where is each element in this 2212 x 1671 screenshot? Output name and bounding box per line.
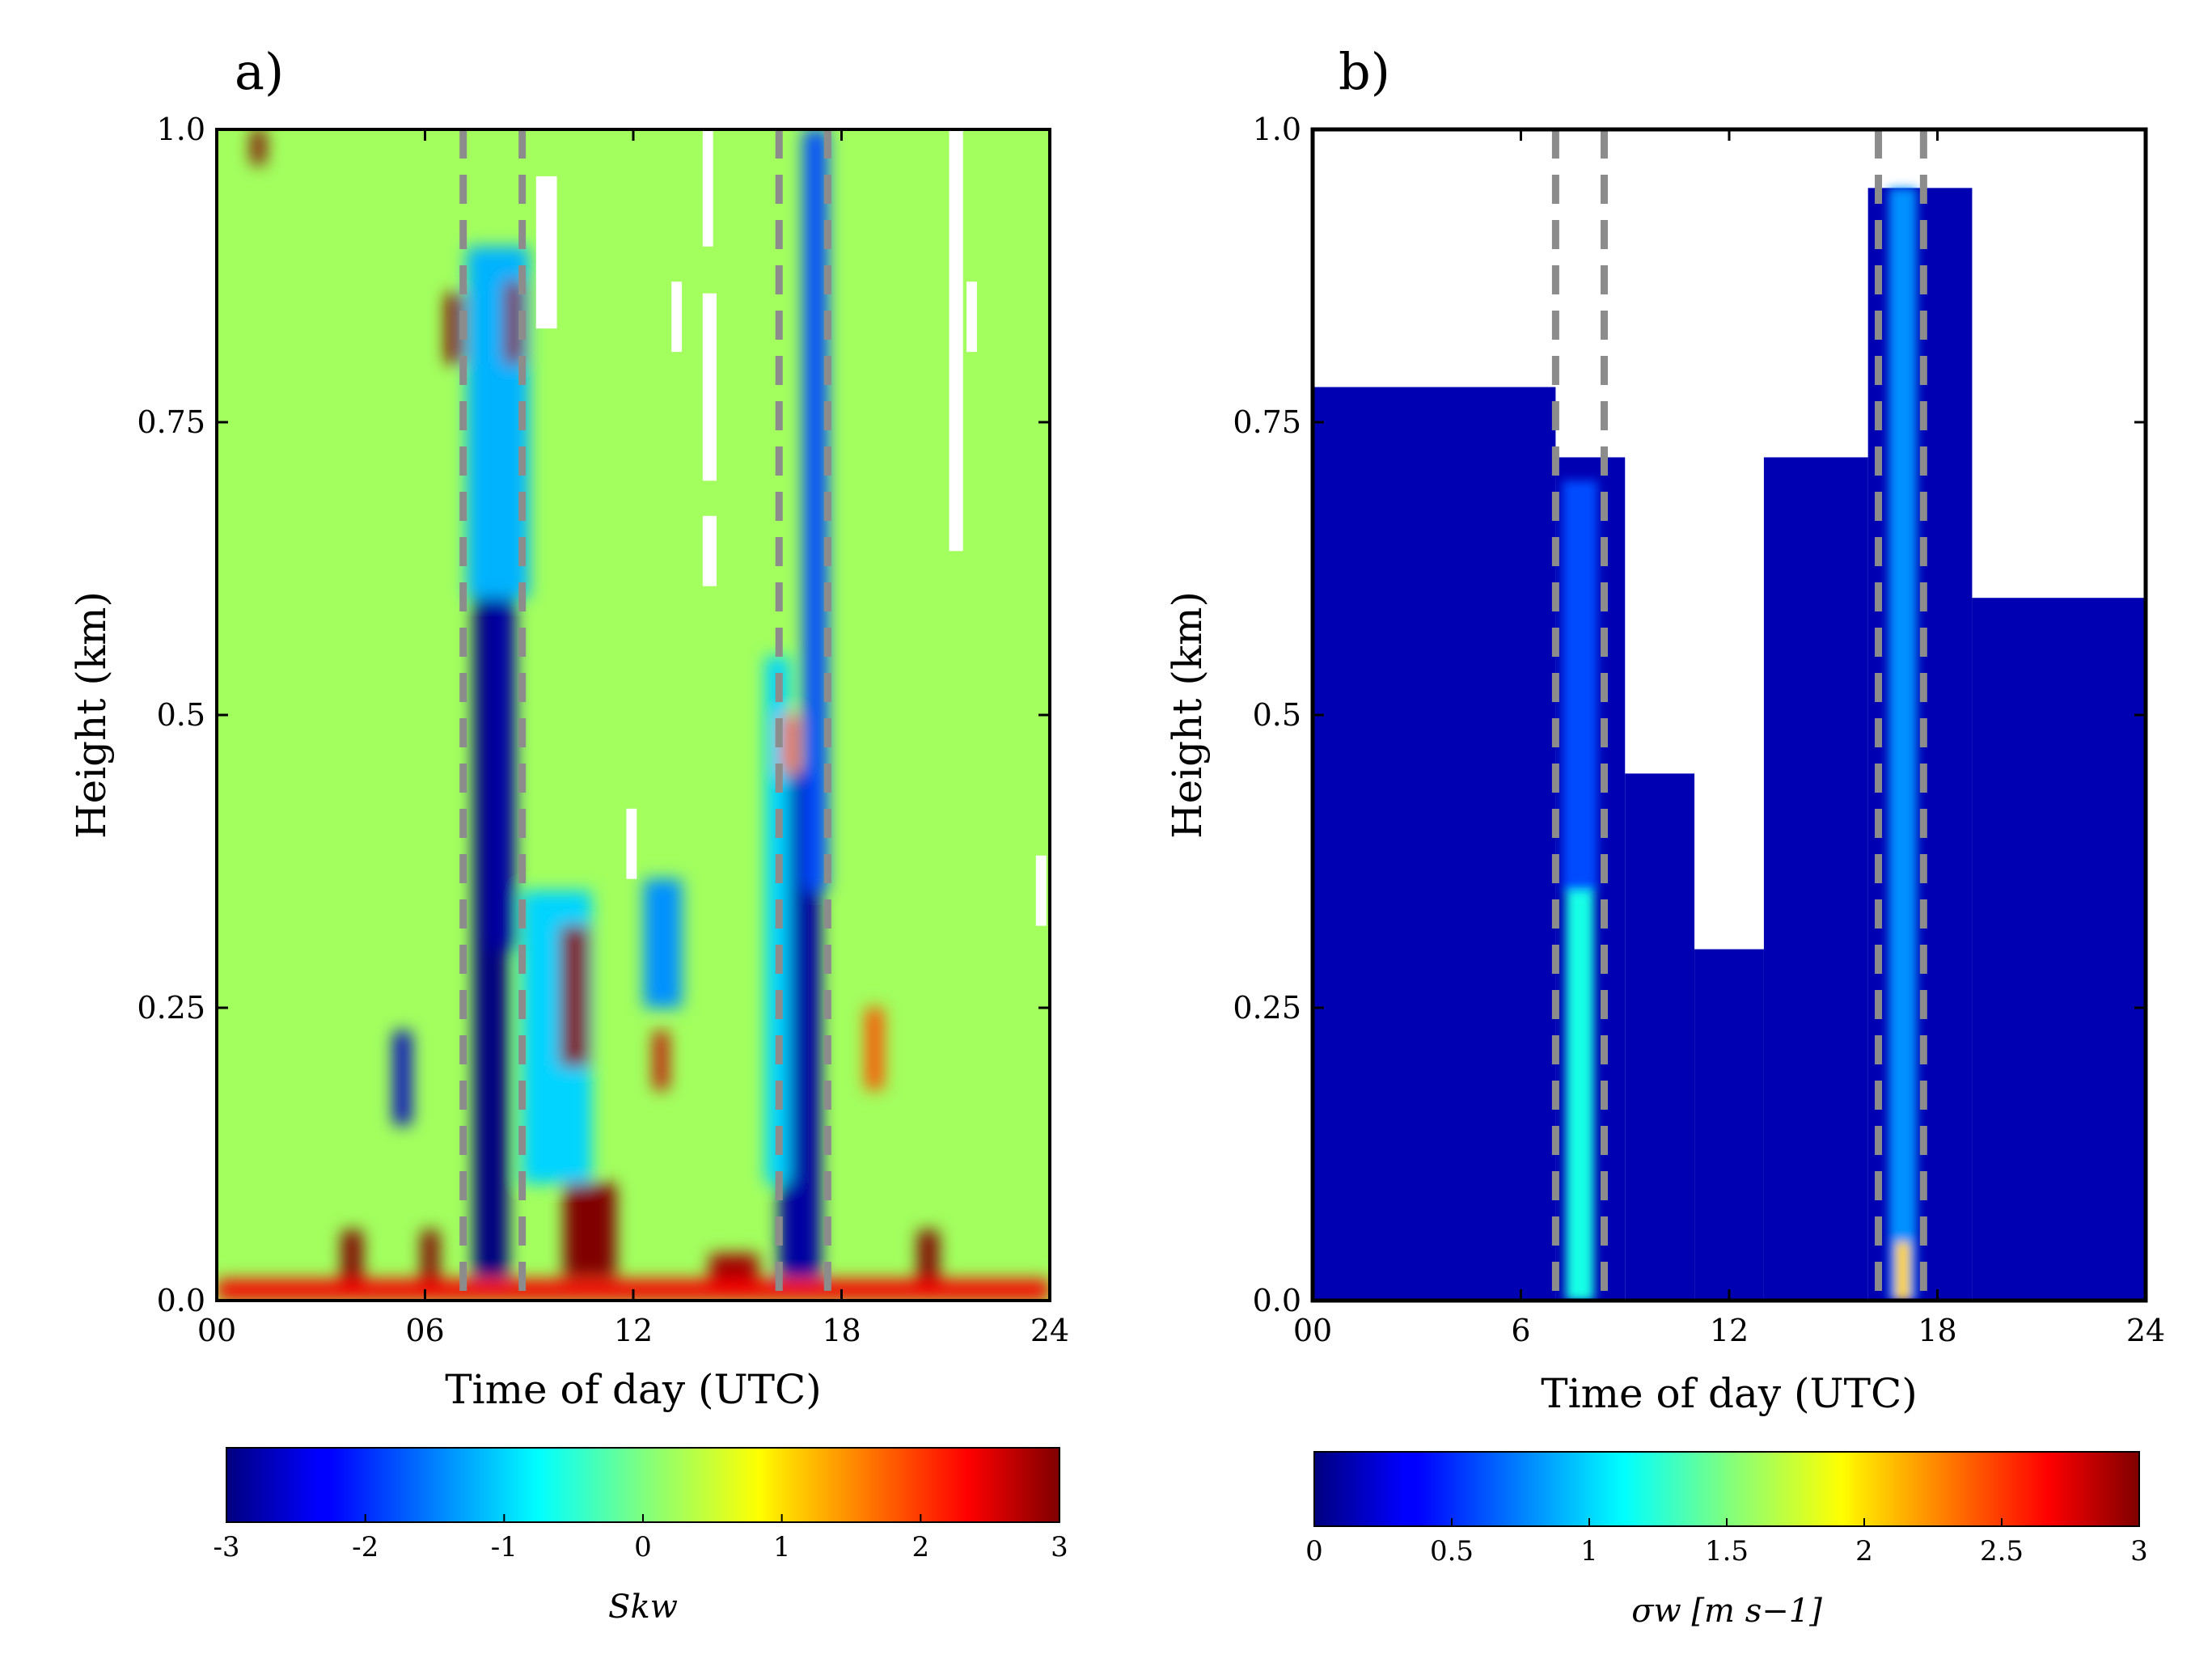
heatmap-cell-3 [1888, 188, 1917, 1301]
colorbar-a [226, 1447, 1060, 1523]
x-tick-label-2: 12 [1710, 1313, 1749, 1348]
x-tick-label-0: 00 [1293, 1313, 1332, 1348]
missing-block-0 [535, 176, 557, 329]
x-tick-label-4: 24 [1030, 1313, 1069, 1348]
y-tick-label-0: 0.0 [157, 1283, 205, 1318]
heatmap-cell-10 [505, 281, 522, 364]
heatmap-cell-12 [564, 1183, 616, 1278]
colorbar-tick-label-4: 1 [773, 1531, 791, 1563]
x-tick-label-1: 6 [1511, 1313, 1530, 1348]
heatmap-cell-8 [643, 878, 683, 1008]
colorbar-tick-label-2: -1 [491, 1531, 518, 1563]
heatmap-cell-13 [653, 1030, 668, 1090]
colorbar-tick-label-0: -3 [213, 1531, 239, 1563]
y-tick-label-4: 1.0 [157, 112, 205, 147]
heatmap-cell-4 [1896, 1242, 1910, 1301]
missing-block-1 [702, 129, 713, 247]
colorbar-tick-label-2: 1 [1580, 1535, 1598, 1567]
missing-block-7 [626, 808, 637, 879]
colorbar-b-label: σw [m s−1] [1631, 1593, 1822, 1630]
x-tick-label-3: 18 [1918, 1313, 1956, 1348]
heatmap-cell-20 [865, 1008, 883, 1090]
missing-block-6 [966, 281, 977, 353]
heatmap-cell-19 [782, 715, 797, 774]
heatmap-a-background [217, 129, 1050, 1301]
heatmap-cell-15 [421, 1230, 439, 1289]
y-tick-label-3: 0.75 [1233, 404, 1301, 440]
missing-block-3 [702, 515, 717, 586]
colorbar-tick-label-5: 2.5 [1980, 1535, 2024, 1567]
y-tick-label-1: 0.25 [1233, 990, 1301, 1026]
heatmap-a [217, 129, 1050, 1301]
x-tick-label-4: 24 [2126, 1313, 2165, 1348]
coverage-segment-3 [1694, 949, 1764, 1301]
colorbar-tick-label-3: 1.5 [1705, 1535, 1749, 1567]
x-tick-label-3: 18 [822, 1313, 861, 1348]
heatmap-cell-2 [1563, 480, 1597, 891]
axes-a-xlabel: Time of day (UTC) [445, 1366, 821, 1413]
colorbar-a-label: Skw [608, 1589, 678, 1626]
colorbar-tick-label-6: 3 [1051, 1531, 1068, 1563]
colorbar-tick-label-1: 0.5 [1430, 1535, 1474, 1567]
axes-b-xlabel: Time of day (UTC) [1541, 1370, 1917, 1417]
coverage-segment-0 [1313, 387, 1556, 1301]
x-tick-label-1: 06 [405, 1313, 444, 1348]
missing-block-4 [671, 281, 683, 353]
y-tick-label-2: 0.5 [157, 697, 205, 733]
y-tick-label-0: 0.0 [1253, 1283, 1301, 1318]
colorbar-b [1313, 1451, 2140, 1527]
axes-a-ylabel: Height (km) [68, 591, 115, 839]
y-tick-label-2: 0.5 [1253, 697, 1301, 733]
coverage-segment-4 [1763, 457, 1868, 1301]
y-tick-label-1: 0.25 [137, 990, 205, 1026]
heatmap-cell-4 [803, 129, 828, 891]
coverage-segment-6 [1972, 598, 2146, 1301]
x-tick-label-2: 12 [614, 1313, 653, 1348]
missing-block-2 [702, 293, 717, 481]
heatmap-b-dashed-lines [1551, 129, 1927, 1301]
axes-b-ticks: 00 6 12 18 24 0.0 0.25 0.5 0.75 1.0 [1233, 112, 2165, 1348]
colorbar-tick-label-6: 3 [2130, 1535, 2148, 1567]
colorbar-tick-label-0: 0 [1305, 1535, 1323, 1567]
heatmap-a-features [217, 129, 1050, 1301]
coverage-segment-2 [1625, 773, 1695, 1301]
colorbar-tick-label-3: 0 [634, 1531, 652, 1563]
heatmap-cell-11 [560, 925, 589, 1067]
panel-b-label: b) [1339, 42, 1390, 101]
axes-a-ticks: 00 06 12 18 24 0.0 0.25 0.5 0.75 1.0 [137, 112, 1069, 1348]
missing-block-5 [949, 129, 963, 552]
panel-a-label: a) [235, 42, 284, 101]
heatmap-b-features [1563, 188, 1917, 1301]
y-tick-label-3: 0.75 [137, 404, 205, 440]
heatmap-cell-6 [393, 1030, 412, 1125]
colorbar-tick-label-1: -2 [352, 1531, 379, 1563]
colorbar-tick-label-4: 2 [1855, 1535, 1873, 1567]
heatmap-b [1313, 129, 2146, 1301]
colorbar-b-ticks: 0 0.5 1 1.5 2 2.5 3 [1305, 1518, 2148, 1567]
y-tick-label-4: 1.0 [1253, 112, 1301, 147]
axes-b-ylabel: Height (km) [1164, 591, 1211, 839]
missing-block-8 [1035, 855, 1047, 926]
colorbar-a-ticks: -3 -2 -1 0 1 2 3 [213, 1514, 1068, 1563]
heatmap-b-coverage [1313, 188, 2146, 1301]
colorbar-tick-label-5: 2 [912, 1531, 930, 1563]
heatmap-cell-9 [446, 293, 463, 364]
heatmap-a-dashed-lines [459, 129, 831, 1301]
heatmap-a-missing-data [535, 129, 1047, 926]
heatmap-cell-18 [251, 129, 266, 165]
x-tick-label-0: 00 [197, 1313, 236, 1348]
